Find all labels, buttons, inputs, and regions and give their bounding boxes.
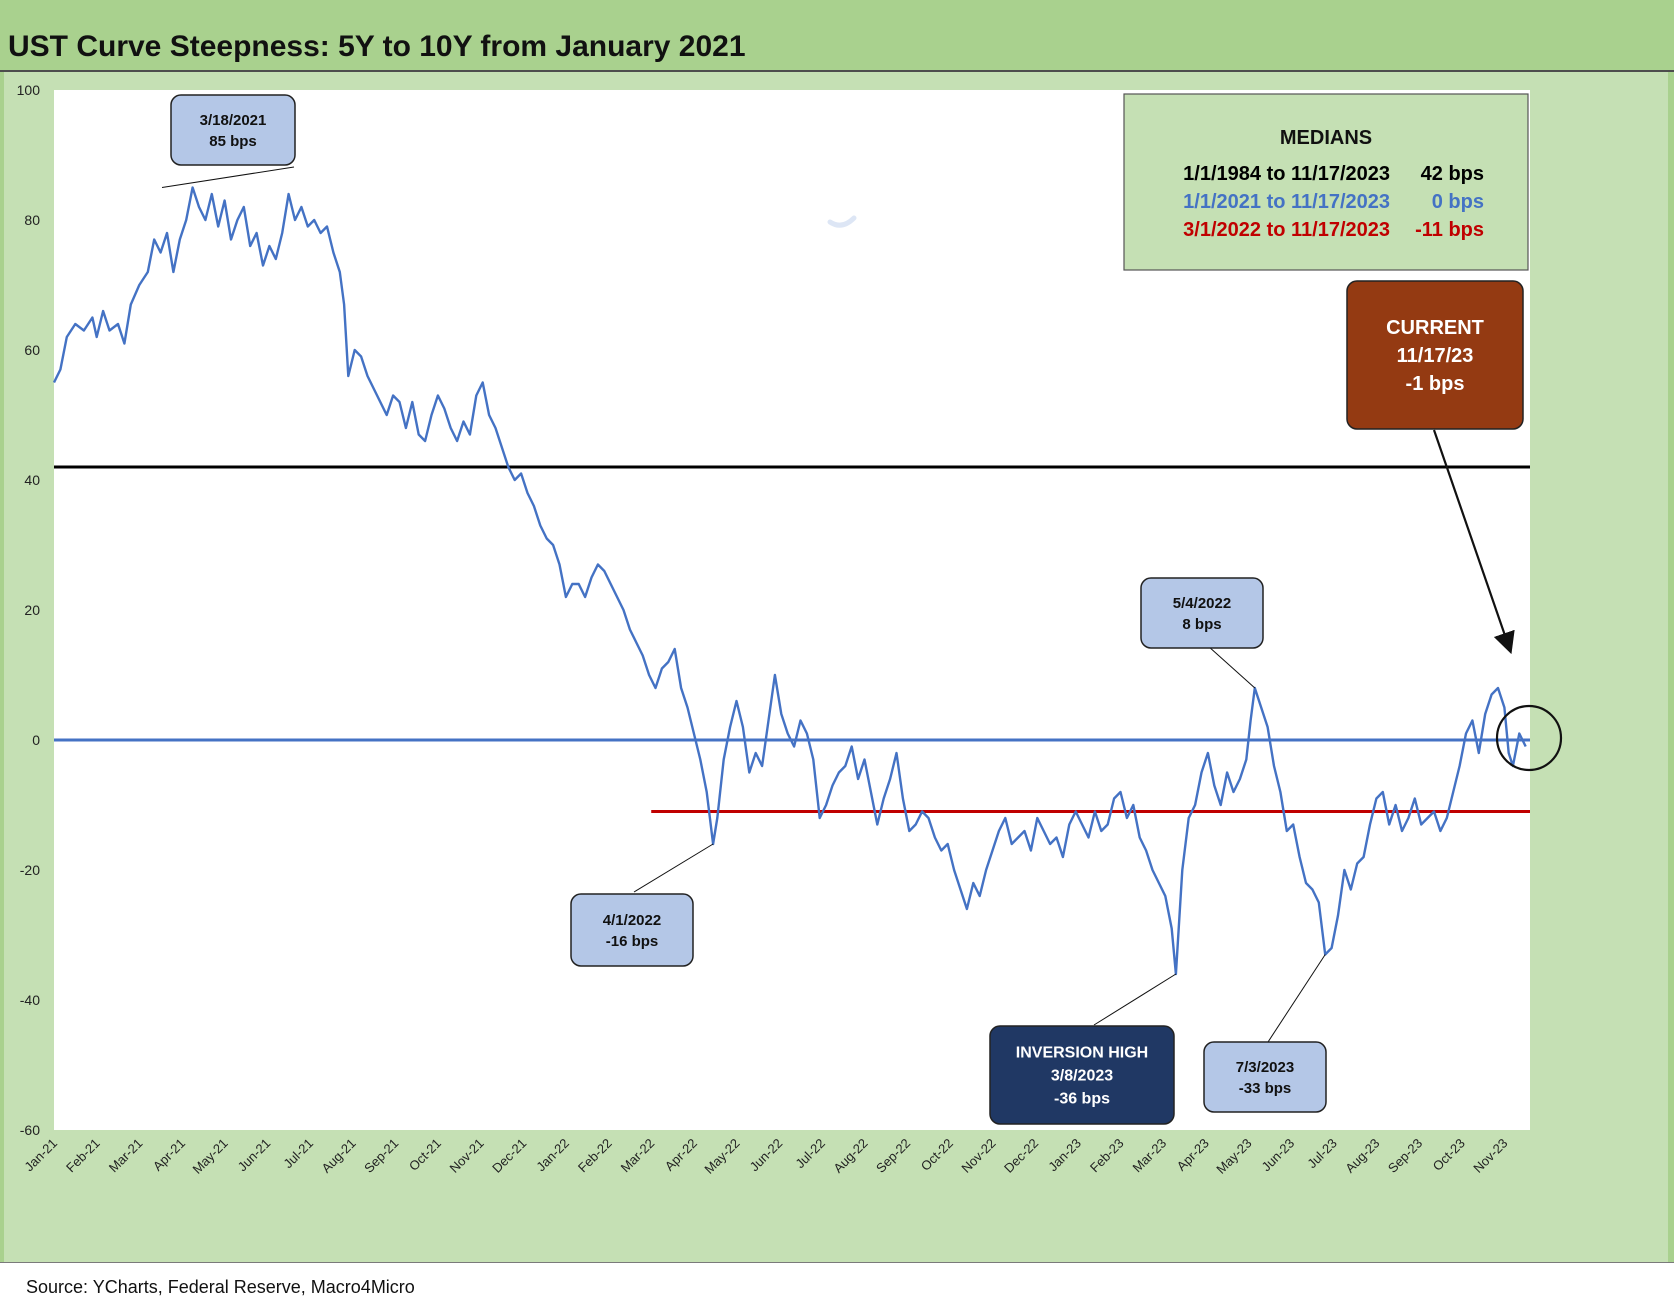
source-note: Source: YCharts, Federal Reserve, Macro4… (26, 1277, 415, 1297)
x-tick-label: Dec-21 (489, 1136, 529, 1176)
callout-inversion-box (989, 1025, 1175, 1125)
x-tick-label: Mar-22 (618, 1136, 658, 1176)
y-tick-label: 0 (32, 732, 40, 748)
current-circle (1495, 704, 1563, 772)
x-tick-label: Jun-23 (1259, 1136, 1298, 1175)
x-tick-label: Jan-22 (533, 1136, 572, 1175)
x-tick-label: Feb-22 (575, 1136, 615, 1176)
x-tick-label: Jul-22 (792, 1136, 828, 1172)
jul23-leader (1267, 954, 1326, 1043)
inversion-leader (1093, 973, 1177, 1026)
x-tick-label: Aug-22 (830, 1136, 870, 1176)
callout-inversion-text: INVERSION HIGH (1016, 1045, 1148, 1062)
x-tick-label: Nov-23 (1470, 1136, 1510, 1176)
callout-current-box (1346, 280, 1524, 430)
medians-period: 1/1/2021 to 11/17/2023 (1183, 191, 1390, 213)
medians-value: 0 bps (1432, 191, 1484, 213)
callout-current-text: 11/17/23 (1397, 345, 1474, 367)
x-tick-label: Jan-21 (21, 1136, 60, 1175)
medians-period: 3/1/2022 to 11/17/2023 (1183, 219, 1390, 241)
x-tick-label: Oct-21 (406, 1136, 444, 1174)
x-tick-label: Feb-23 (1087, 1136, 1127, 1176)
x-tick-label: Dec-22 (1001, 1136, 1041, 1176)
medians-box-bg (1123, 93, 1529, 271)
x-tick-label: Feb-21 (63, 1136, 103, 1176)
may22-leader (1207, 645, 1256, 689)
x-tick-label: Aug-21 (318, 1136, 358, 1176)
x-tick-label: Nov-22 (958, 1136, 998, 1176)
callout-peak: 3/18/2021 85 bps (170, 94, 296, 166)
y-tick-label: 40 (24, 472, 40, 488)
callout-apr22-text: 4/1/2022 (603, 912, 661, 929)
current-arrow (1432, 429, 1515, 655)
y-tick-label: -60 (20, 1122, 40, 1138)
medians-period: 1/1/1984 to 11/17/2023 (1183, 163, 1390, 185)
x-tick-label: Mar-21 (106, 1136, 146, 1176)
peak-leader (161, 166, 295, 188)
x-tick-label: Oct-23 (1430, 1136, 1468, 1174)
callout-peak-box (170, 94, 296, 166)
y-tick-label: 100 (17, 82, 41, 98)
series-line (52, 186, 1527, 976)
callout-apr22-text: -16 bps (606, 933, 659, 950)
callout-may22-box (1140, 577, 1264, 649)
x-tick-label: Oct-22 (918, 1136, 956, 1174)
y-tick-label: 60 (24, 342, 40, 358)
callout-current-text: -1 bps (1406, 373, 1465, 395)
medians-title: MEDIANS (1280, 127, 1372, 149)
callout-jul23: 7/3/2023 -33 bps (1203, 1041, 1327, 1113)
callout-jul23-text: -33 bps (1239, 1080, 1292, 1097)
y-tick-label: 20 (24, 602, 40, 618)
callout-may22: 5/4/2022 8 bps (1140, 577, 1264, 649)
x-tick-label: Apr-22 (662, 1136, 700, 1174)
x-tick-label: May-23 (1213, 1136, 1254, 1177)
x-tick-label: Jun-22 (747, 1136, 786, 1175)
x-tick-label: Apr-21 (150, 1136, 188, 1174)
callout-peak-text: 85 bps (209, 133, 257, 150)
medians-box: MEDIANS 1/1/1984 to 11/17/2023 42 bps 1/1/2… (1123, 93, 1529, 271)
x-tick-label: Jul-23 (1304, 1136, 1340, 1172)
x-tick-label: Apr-23 (1174, 1136, 1212, 1174)
medians-value: 42 bps (1421, 163, 1484, 185)
callout-may22-text: 8 bps (1182, 616, 1221, 633)
x-tick-label: Nov-21 (446, 1136, 486, 1176)
y-tick-label: -20 (20, 862, 40, 878)
callout-inversion: INVERSION HIGH 3/8/2023 -36 bps (989, 1025, 1175, 1125)
x-tick-label: Mar-23 (1130, 1136, 1170, 1176)
callout-inversion-text: 3/8/2023 (1051, 1068, 1113, 1085)
x-tick-label: Jun-21 (235, 1136, 274, 1175)
x-tick-label: May-21 (189, 1136, 230, 1177)
callout-may22-text: 5/4/2022 (1173, 595, 1231, 612)
apr22-leader (633, 843, 714, 893)
x-tick-label: Jul-21 (280, 1136, 316, 1172)
callout-current-text: CURRENT (1386, 317, 1484, 339)
y-tick-label: 80 (24, 212, 40, 228)
callout-current: CURRENT 11/17/23 -1 bps (1346, 280, 1524, 430)
chart-title: UST Curve Steepness: 5Y to 10Y from Janu… (8, 30, 746, 63)
x-tick-label: Sep-23 (1385, 1136, 1425, 1176)
callout-apr22: 4/1/2022 -16 bps (570, 893, 694, 967)
x-tick-label: Aug-23 (1342, 1136, 1382, 1176)
title-bar: UST Curve Steepness: 5Y to 10Y from Janu… (0, 0, 1674, 72)
x-tick-label: Jan-23 (1045, 1136, 1084, 1175)
source-bar: Source: YCharts, Federal Reserve, Macro4… (0, 1262, 1674, 1311)
callout-apr22-box (570, 893, 694, 967)
callout-jul23-text: 7/3/2023 (1236, 1059, 1294, 1076)
x-tick-label: Sep-21 (361, 1136, 401, 1176)
callout-inversion-text: -36 bps (1054, 1091, 1110, 1108)
swoosh-mark (827, 215, 857, 228)
callout-jul23-box (1203, 1041, 1327, 1113)
y-tick-label: -40 (20, 992, 40, 1008)
medians-value: -11 bps (1415, 219, 1484, 241)
x-tick-label: Sep-22 (873, 1136, 913, 1176)
chart-area: -60 -40 -20 0 20 40 60 80 100 Jan-21 Feb-21 Mar-21 A… (4, 72, 1668, 1262)
x-tick-label: May-22 (701, 1136, 742, 1177)
callout-peak-text: 3/18/2021 (200, 112, 267, 129)
